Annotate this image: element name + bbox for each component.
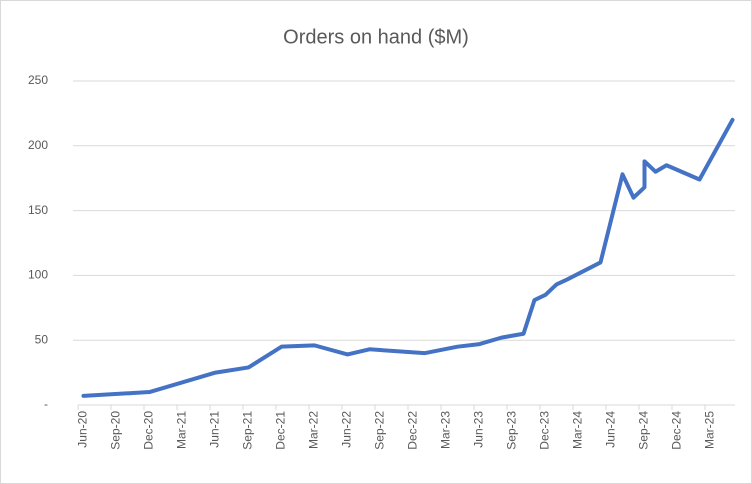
data-line: [81, 117, 735, 398]
x-tick-label: Jun-23: [472, 411, 486, 448]
x-tick-label: Dec-24: [670, 411, 684, 450]
x-tick-label: Mar-22: [307, 411, 321, 449]
x-tick-label: Sep-24: [637, 411, 651, 450]
x-tick-label: Dec-21: [274, 411, 288, 450]
y-tick-label: -: [44, 397, 48, 411]
x-tick-label: Jun-24: [604, 411, 618, 448]
x-tick-label: Dec-22: [406, 411, 420, 450]
x-tick-label: Jun-20: [76, 411, 90, 448]
x-tick-label: Jun-22: [340, 411, 354, 448]
x-tick-label: Sep-20: [109, 411, 123, 450]
x-tick-label: Mar-23: [439, 411, 453, 449]
y-tick-label: 50: [35, 332, 49, 346]
x-tick-label: Mar-24: [571, 411, 585, 449]
chart-title: Orders on hand ($M): [283, 26, 469, 48]
x-tick-label: Sep-21: [241, 411, 255, 450]
x-tick-label: Mar-21: [175, 411, 189, 449]
y-tick-label: 250: [28, 73, 48, 87]
y-tick-label: 150: [28, 203, 48, 217]
y-tick-label: 200: [28, 138, 48, 152]
x-tick-label: Mar-25: [703, 411, 717, 449]
x-tick-label: Sep-22: [373, 411, 387, 450]
x-tick-label: Dec-23: [538, 411, 552, 450]
x-tick-label: Dec-20: [142, 411, 156, 450]
x-tick-label: Sep-23: [505, 411, 519, 450]
y-tick-label: 100: [28, 268, 48, 282]
x-tick-label: Jun-21: [208, 411, 222, 448]
